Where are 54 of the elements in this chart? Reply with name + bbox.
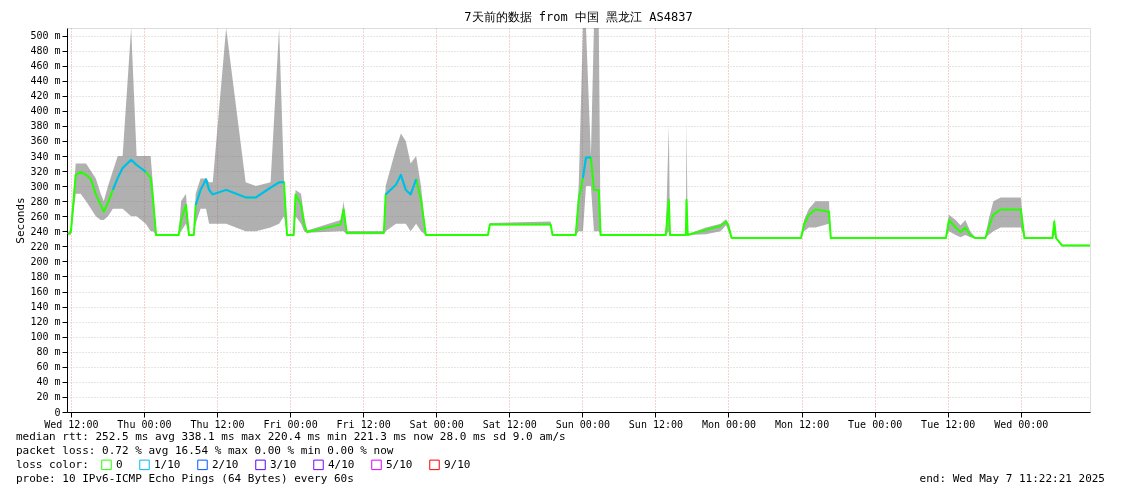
y-tick-label: 380 m <box>30 120 61 132</box>
y-tick-label: 40 m <box>36 376 61 388</box>
legend-label: 5/10 <box>386 457 413 471</box>
x-tick-label: Sat 12:00 <box>482 418 537 430</box>
y-tick-label: 260 m <box>30 210 61 222</box>
legend-title: loss color: <box>16 458 89 471</box>
x-tick-label: Wed 12:00 <box>44 418 99 430</box>
x-tick-label: Sun 12:00 <box>628 418 684 430</box>
y-tick-label: 20 m <box>36 391 61 403</box>
y-tick-label: 320 m <box>30 165 61 177</box>
y-tick-label: 300 m <box>30 180 61 192</box>
chart-title: 7天前的数据 from 中国 黑龙江 AS4837 <box>464 10 693 24</box>
y-tick-label: 460 m <box>30 60 61 72</box>
y-tick-label: 220 m <box>30 240 61 252</box>
text: packet loss: 0.72 % avg 16.54 % max 0.00 % min 0.00 % now <box>16 444 394 457</box>
y-axis-title: Seconds <box>14 197 28 244</box>
legend-label: 4/10 <box>328 457 355 471</box>
y-tick-label: 200 m <box>30 255 61 267</box>
x-tick-label: Tue 12:00 <box>921 418 976 430</box>
x-tick-label: Sun 00:00 <box>555 418 610 430</box>
y-tick-label: 420 m <box>30 90 61 102</box>
x-tick-label: Mon 12:00 <box>774 418 830 430</box>
y-tick-label: 240 m <box>30 225 61 237</box>
x-tick-label: Sat 00:00 <box>409 418 464 430</box>
y-tick-label: 400 m <box>30 105 61 117</box>
y-tick-label: 480 m <box>30 45 61 57</box>
y-tick-label: 440 m <box>30 75 61 87</box>
text: end: Wed May 7 11:22:21 2025 <box>919 472 1105 485</box>
legend-label: 1/10 <box>154 457 181 471</box>
y-tick-label: 160 m <box>30 286 61 298</box>
x-tick-label: Fri 12:00 <box>336 418 391 430</box>
legend-label: 0 <box>116 457 123 471</box>
y-tick-label: 60 m <box>36 361 61 373</box>
x-tick-label: Tue 00:00 <box>848 418 903 430</box>
x-tick-label: Thu 00:00 <box>117 418 172 430</box>
y-tick-label: 0 <box>54 406 61 418</box>
text: median rtt: 252.5 ms avg 338.1 ms max 220.4 ms min 221.3 ms now 28.0 ms sd 9.0 am/s <box>16 430 566 443</box>
y-tick-label: 360 m <box>30 135 61 147</box>
legend-label: 9/10 <box>444 457 471 471</box>
y-tick-label: 80 m <box>36 346 61 358</box>
text: probe: 10 IPv6-ICMP Echo Pings (64 Bytes) every 60s <box>16 472 354 485</box>
y-tick-label: 120 m <box>30 316 61 328</box>
y-tick-label: 340 m <box>30 150 61 162</box>
legend-label: 2/10 <box>212 457 239 471</box>
x-tick-label: Thu 12:00 <box>190 418 245 430</box>
y-tick-label: 500 m <box>30 30 61 42</box>
x-tick-label: Mon 00:00 <box>701 418 757 430</box>
x-tick-label: Fri 00:00 <box>263 418 318 430</box>
y-tick-label: 280 m <box>30 195 61 207</box>
y-tick-label: 180 m <box>30 270 61 282</box>
x-tick-label: Wed 00:00 <box>994 418 1049 430</box>
legend-label: 3/10 <box>270 457 297 471</box>
y-tick-label: 100 m <box>30 331 61 343</box>
y-tick-label: 140 m <box>30 301 61 313</box>
